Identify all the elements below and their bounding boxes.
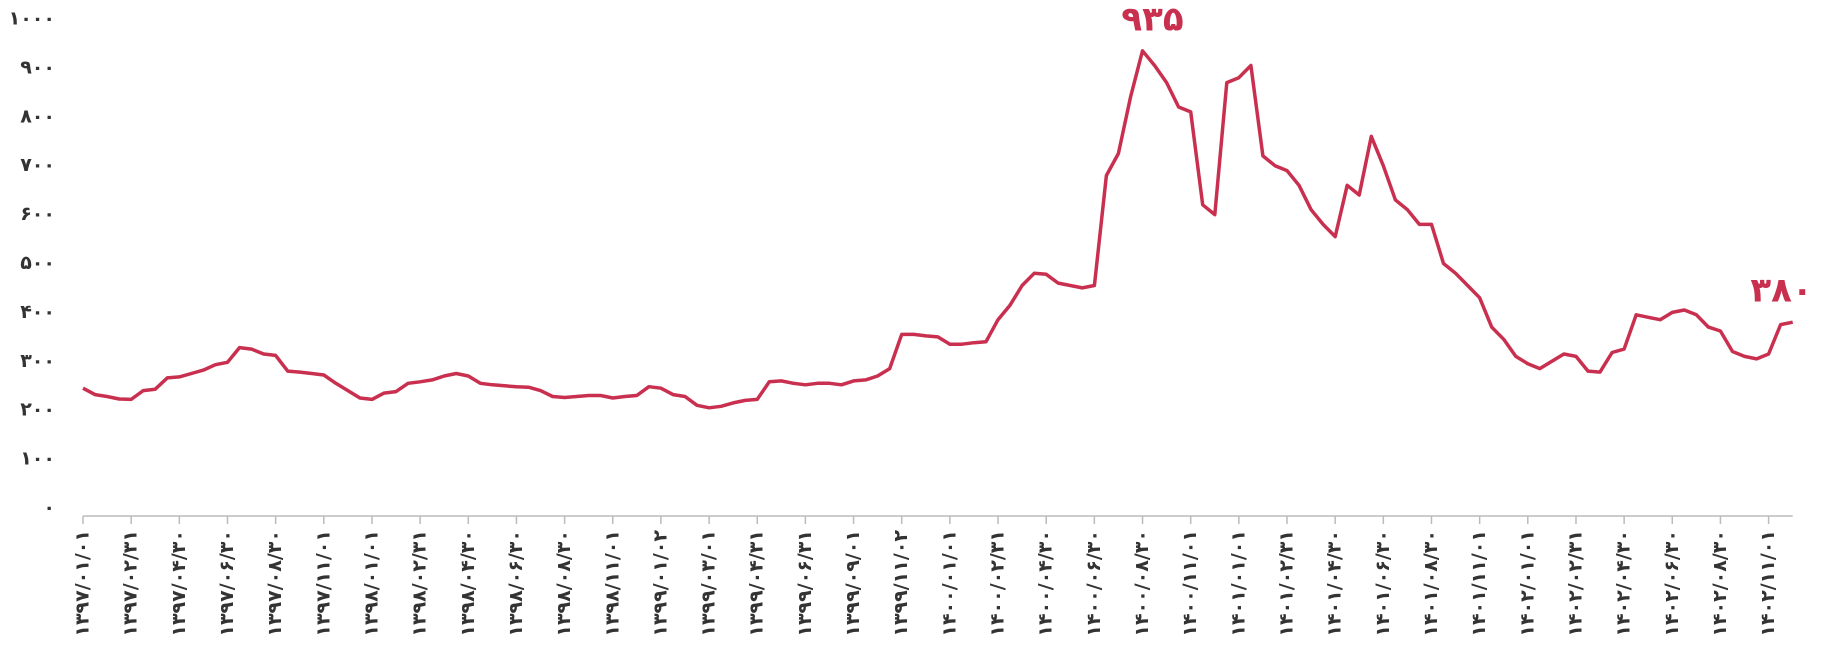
x-tick-label: ۱۳۹۸/۰۲/۳۱ (409, 530, 431, 637)
x-tick-label: ۱۴۰۰/۰۸/۳۰ (1131, 530, 1153, 637)
x-tick-label: ۱۴۰۰/۰۱/۰۱ (938, 530, 960, 637)
x-tick-label: ۱۳۹۹/۰۱/۰۲ (649, 530, 671, 637)
y-tick-label: ۲۰۰ (20, 399, 55, 421)
x-tick-label: ۱۴۰۲/۰۸/۳۰ (1709, 530, 1731, 637)
y-tick-label: ۸۰۰ (20, 105, 55, 127)
y-tick-label: ۱۰۰۰ (9, 8, 55, 30)
x-tick-label: ۱۴۰۲/۰۴/۳۰ (1613, 530, 1635, 637)
value-label: ۳۸۰ (1750, 271, 1812, 311)
y-tick-label: ۹۰۰ (20, 56, 55, 78)
x-tick-label: ۱۳۹۹/۰۶/۳۱ (794, 530, 816, 637)
line (82, 49, 1794, 410)
x-tick-label: ۱۴۰۰/۰۶/۳۰ (1083, 530, 1105, 637)
x-tick-label: ۱۴۰۰/۰۲/۳۱ (987, 530, 1009, 637)
x-tick-label: ۱۳۹۷/۰۱/۰۱ (72, 530, 94, 637)
x-tick-label: ۱۴۰۲/۰۶/۳۰ (1661, 530, 1683, 637)
x-tick-label: ۱۴۰۰/۰۴/۳۰ (1035, 530, 1057, 637)
value-label: ۹۳۵ (1121, 0, 1183, 39)
x-tick-label: ۱۴۰۲/۰۱/۰۱ (1516, 530, 1538, 637)
x-tick-label: ۱۴۰۰/۱۱/۰۱ (1179, 530, 1201, 637)
x-tick-label: ۱۳۹۷/۰۲/۳۱ (120, 530, 142, 637)
x-tick-label: ۱۳۹۸/۰۱/۰۱ (360, 530, 382, 637)
x-tick-label: ۱۴۰۱/۰۴/۳۰ (1324, 530, 1346, 637)
y-tick-label: ۷۰۰ (20, 154, 55, 176)
x-tick-label: ۱۴۰۱/۰۶/۳۰ (1372, 530, 1394, 637)
y-tick-label: ۶۰۰ (20, 203, 55, 225)
y-tick-label: ۴۰۰ (20, 301, 55, 323)
x-tick-label: ۱۳۹۷/۰۸/۳۰ (264, 530, 286, 637)
y-tick-label: ۱۰۰ (20, 448, 55, 470)
x-tick-label: ۱۳۹۸/۱۱/۰۱ (601, 530, 623, 637)
x-tick-label: ۱۴۰۱/۰۲/۳۱ (1276, 530, 1298, 637)
x-tick-label: ۱۳۹۹/۰۴/۳۱ (746, 530, 768, 637)
x-tick-label: ۱۴۰۲/۱۱/۰۱ (1757, 530, 1779, 637)
x-tick-label: ۱۳۹۹/۰۹/۰۱ (842, 530, 864, 637)
x-tick-label: ۱۳۹۷/۰۶/۳۰ (216, 530, 238, 637)
x-tick-label: ۱۳۹۹/۱۱/۰۲ (890, 530, 912, 637)
x-tick-label: ۱۴۰۱/۱۱/۰۱ (1468, 530, 1490, 637)
x-tick-label: ۱۳۹۷/۱۱/۰۱ (312, 530, 334, 637)
x-tick-label: ۱۳۹۸/۰۴/۳۰ (457, 530, 479, 637)
x-tick-label: ۱۳۹۷/۰۴/۳۰ (168, 530, 190, 637)
x-tick-label: ۱۳۹۹/۰۳/۰۱ (698, 530, 720, 637)
y-tick-label: ۳۰۰ (20, 350, 55, 372)
x-tick-label: ۱۳۹۸/۰۶/۳۰ (505, 530, 527, 637)
x-tick-label: ۱۴۰۱/۰۸/۳۰ (1420, 530, 1442, 637)
x-tick-label: ۱۴۰۲/۰۲/۳۱ (1564, 530, 1586, 637)
y-tick-label: ۰ (43, 497, 55, 519)
y-tick-label: ۵۰۰ (20, 252, 55, 274)
x-tick-label: ۱۴۰۱/۰۱/۰۱ (1227, 530, 1249, 637)
x-tick-label: ۱۳۹۸/۰۸/۳۰ (553, 530, 575, 637)
